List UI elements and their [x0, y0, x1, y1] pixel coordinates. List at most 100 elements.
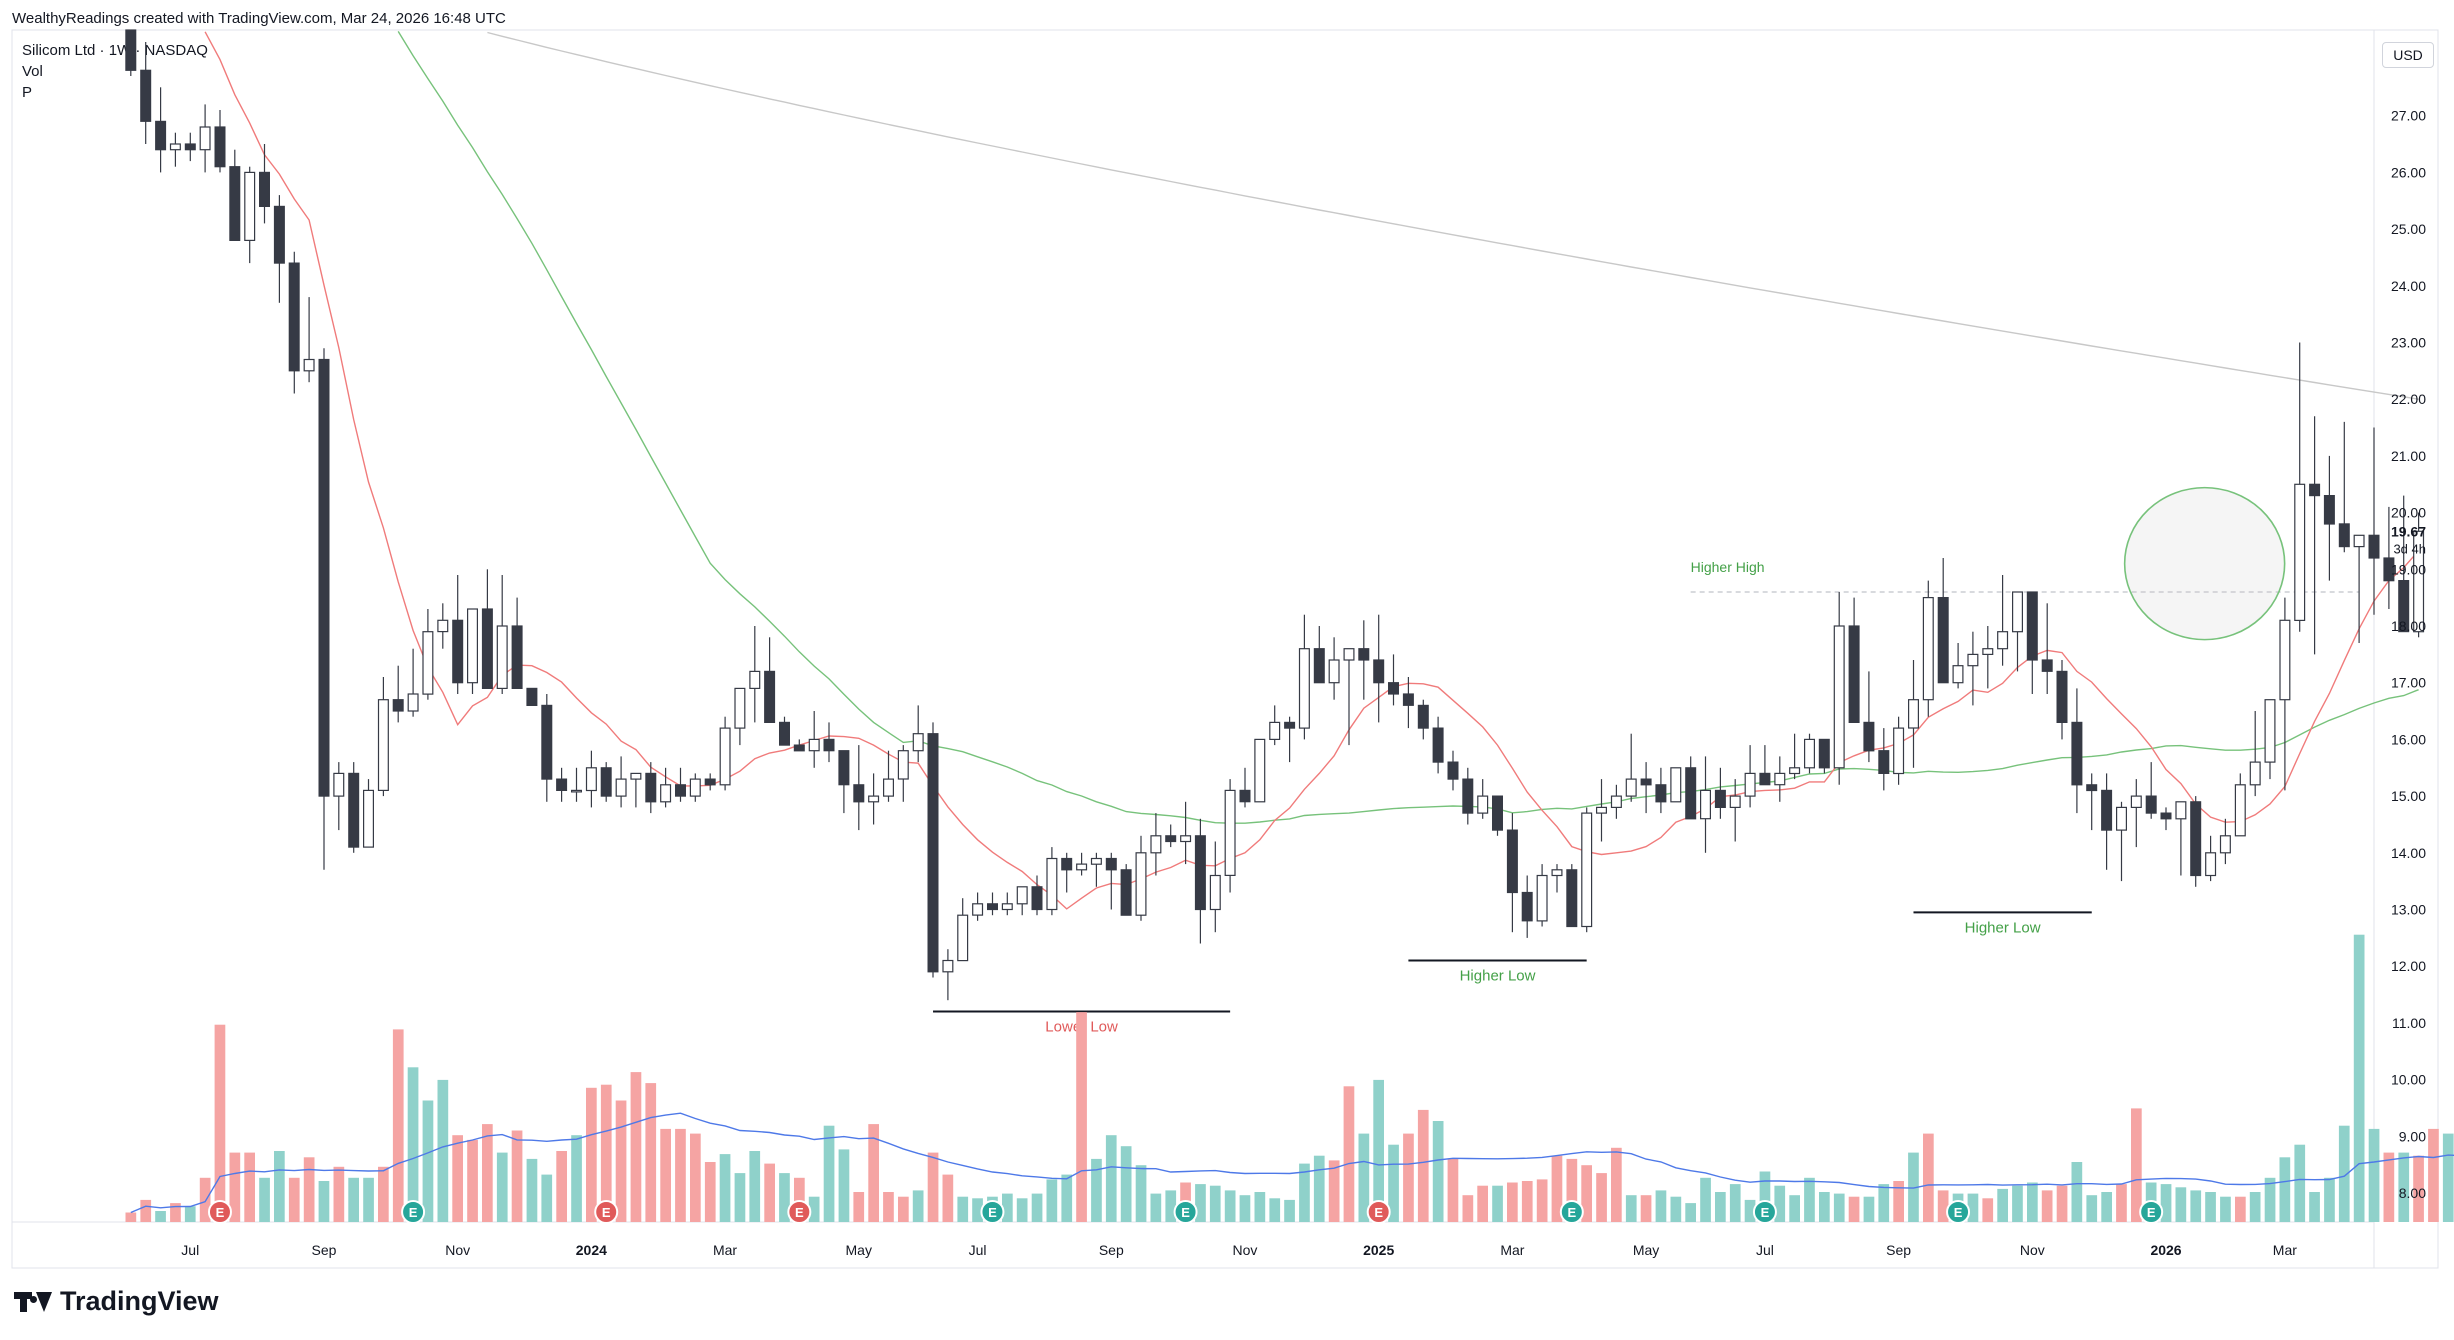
candle-body: [273, 205, 285, 264]
volume-bar: [1477, 1185, 1488, 1222]
volume-bar: [1076, 1012, 1087, 1222]
volume-bar: [1150, 1193, 1162, 1222]
candle-body: [2160, 812, 2172, 820]
volume-bar: [704, 1162, 716, 1222]
candle-body: [1997, 631, 2009, 650]
candle-body: [600, 767, 612, 797]
candle: [333, 762, 345, 831]
candle: [288, 251, 300, 394]
candle-body: [1863, 721, 1875, 752]
volume-bar: [1685, 1203, 1696, 1222]
volume-bar: [1432, 1121, 1444, 1222]
candle-body: [704, 778, 716, 786]
candle-body: [169, 143, 181, 151]
volume-bar: [2027, 1182, 2038, 1222]
candle: [511, 597, 523, 690]
volume-bar: [942, 1174, 954, 1222]
x-tick-label: Mar: [713, 1242, 737, 1258]
candle: [2279, 597, 2291, 791]
volume-bar: [274, 1151, 285, 1222]
candle: [140, 42, 152, 144]
candle: [1343, 648, 1355, 746]
candle: [303, 297, 315, 383]
candle-body: [556, 778, 568, 791]
x-tick-label: May: [846, 1242, 872, 1258]
candle: [1224, 779, 1236, 893]
candle-body: [2398, 579, 2410, 633]
candle-body: [155, 120, 167, 151]
volume-bar: [170, 1203, 181, 1222]
candle: [1729, 779, 1741, 842]
earnings-marker: E: [1946, 1200, 1971, 1224]
candle: [244, 166, 256, 264]
candle-body: [1670, 767, 1682, 803]
candle-body: [734, 687, 746, 729]
volume-bar: [1224, 1190, 1236, 1222]
volume-bar: [496, 1152, 508, 1222]
volume-bar: [675, 1128, 686, 1222]
candle: [882, 750, 894, 802]
volume-bar: [1774, 1185, 1786, 1222]
candle-body: [1224, 789, 1236, 877]
candle: [1744, 745, 1756, 808]
legend-symbol[interactable]: Silicom Ltd · 1W · NASDAQ: [22, 42, 208, 59]
candle-body: [496, 625, 508, 690]
volume-bar: [2264, 1177, 2276, 1222]
y-tick-label: 27.00: [2391, 108, 2426, 124]
volume-bar: [333, 1166, 345, 1222]
candle: [1937, 558, 1949, 684]
candle-body: [1967, 653, 1979, 667]
volume-bar: [808, 1196, 820, 1222]
y-tick-label: 19.00: [2391, 561, 2426, 577]
candle-body: [1848, 625, 1860, 724]
candle-body: [1135, 852, 1147, 916]
candle-body: [422, 631, 434, 695]
earnings-marker-label: E: [1954, 1205, 1963, 1220]
candle-body: [1714, 789, 1726, 809]
volume-bar: [2309, 1192, 2320, 1222]
y-tick-label: 18.00: [2391, 618, 2426, 634]
candle: [1774, 756, 1786, 802]
volume-bar: [719, 1154, 731, 1222]
candle: [1076, 852, 1088, 876]
volume-bar: [1284, 1199, 1295, 1222]
volume-bar: [1789, 1195, 1800, 1222]
earnings-marker-label: E: [2147, 1205, 2156, 1220]
candle: [1759, 745, 1771, 786]
earnings-marker-label: E: [1567, 1205, 1576, 1220]
volume-bar: [363, 1177, 374, 1222]
y-tick-label: 12.00: [2391, 958, 2426, 974]
earnings-marker-label: E: [988, 1205, 997, 1220]
candle-body: [1477, 795, 1489, 814]
currency-button[interactable]: USD: [2382, 42, 2434, 68]
candle-body: [1818, 738, 1830, 769]
candle: [600, 762, 612, 802]
volume-bar: [2398, 1152, 2410, 1222]
volume-bar: [511, 1130, 523, 1222]
candle: [2071, 688, 2083, 814]
candle: [1462, 767, 1474, 825]
legend-p[interactable]: P: [22, 84, 33, 101]
legend-volume[interactable]: Vol: [22, 63, 43, 80]
candle: [734, 687, 746, 746]
candle: [630, 772, 642, 808]
candle-body: [407, 693, 419, 712]
earnings-marker: E: [2139, 1200, 2164, 1224]
candle-body: [1982, 648, 1994, 656]
candle-body: [1685, 767, 1697, 820]
earnings-marker-badge: [1752, 1200, 1777, 1224]
volume-bar: [2190, 1190, 2202, 1222]
volume-bar: [392, 1029, 404, 1222]
candle-body: [1165, 835, 1177, 843]
volume-bar: [1715, 1192, 1726, 1222]
volume-bar: [868, 1124, 879, 1222]
candle-body: [2026, 591, 2038, 661]
volume-bar: [140, 1199, 152, 1222]
volume-bar: [1596, 1173, 1607, 1222]
candle-body: [377, 699, 389, 792]
volume-bar: [482, 1124, 493, 1222]
candle-body: [1744, 772, 1756, 797]
candle-body: [2279, 619, 2291, 701]
ma-long-line: [487, 31, 2419, 400]
